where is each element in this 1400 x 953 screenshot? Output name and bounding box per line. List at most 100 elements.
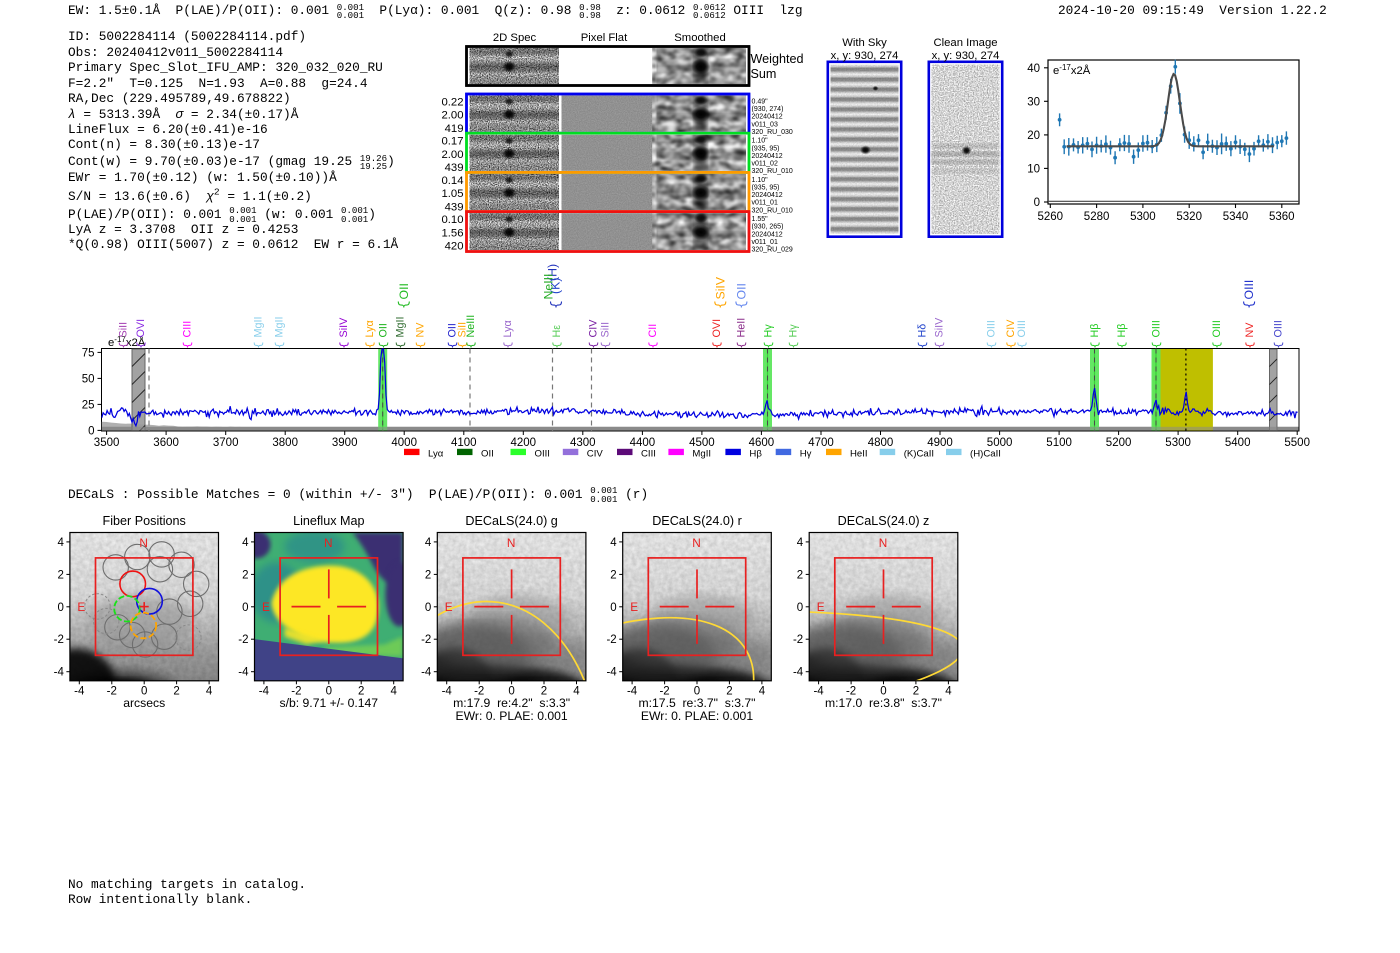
svg-text:NV: NV <box>415 322 427 338</box>
svg-text:OIII: OIII <box>986 320 998 337</box>
svg-text:4: 4 <box>425 537 432 549</box>
svg-text:4000: 4000 <box>391 437 417 449</box>
svg-text:-2: -2 <box>474 686 484 698</box>
svg-text:4: 4 <box>390 686 397 698</box>
svg-text:-4: -4 <box>627 686 638 698</box>
svg-text:320_RU_029: 320_RU_029 <box>752 247 793 254</box>
svg-text:OII: OII <box>378 323 390 337</box>
svg-text:OII: OII <box>447 323 459 337</box>
svg-text:5500: 5500 <box>1284 437 1310 449</box>
svg-text:2: 2 <box>913 686 919 698</box>
svg-text:5300: 5300 <box>1165 437 1191 449</box>
svg-text:0: 0 <box>508 686 514 698</box>
svg-text:4300: 4300 <box>570 437 596 449</box>
svg-text:Lyα: Lyα <box>364 320 376 337</box>
svg-text:5300: 5300 <box>1130 211 1156 223</box>
svg-text:SiIV: SiIV <box>338 317 350 338</box>
svg-text:E: E <box>630 600 638 614</box>
svg-text:(H): (H) <box>546 264 560 281</box>
svg-text:E: E <box>77 600 85 614</box>
svg-text:0.22: 0.22 <box>442 97 464 109</box>
svg-text:-2: -2 <box>421 634 431 646</box>
svg-text:OII: OII <box>734 283 748 299</box>
svg-text:0: 0 <box>694 686 700 698</box>
svg-text:4: 4 <box>206 686 213 698</box>
svg-text:4400: 4400 <box>630 437 656 449</box>
svg-text:3700: 3700 <box>213 437 239 449</box>
svg-text:40: 40 <box>1027 63 1040 75</box>
svg-text:OIII: OIII <box>1016 320 1028 337</box>
svg-text:-2: -2 <box>54 634 64 646</box>
svg-text:CIII: CIII <box>641 449 656 460</box>
svg-text:0: 0 <box>88 425 94 437</box>
svg-text:-4: -4 <box>813 686 824 698</box>
svg-text:2.00: 2.00 <box>442 110 464 122</box>
svg-text:OVI: OVI <box>135 319 147 338</box>
svg-text:0.49": 0.49" <box>752 99 769 106</box>
svg-text:4800: 4800 <box>868 437 894 449</box>
svg-text:Hβ: Hβ <box>1116 323 1128 337</box>
svg-text:OIII: OIII <box>1242 280 1256 300</box>
svg-text:MgII: MgII <box>274 317 286 338</box>
svg-text:419: 419 <box>445 123 464 135</box>
svg-text:4500: 4500 <box>689 437 715 449</box>
svg-text:439: 439 <box>445 162 464 174</box>
svg-text:20240412: 20240412 <box>752 192 783 199</box>
svg-text:Lyα: Lyα <box>428 449 444 460</box>
svg-text:0: 0 <box>797 602 803 614</box>
svg-text:(930, 274): (930, 274) <box>752 106 784 113</box>
svg-text:OII: OII <box>397 283 411 299</box>
svg-text:0: 0 <box>141 686 147 698</box>
svg-text:CIII: CIII <box>182 321 194 338</box>
svg-text:320_RU_010: 320_RU_010 <box>752 207 793 214</box>
svg-text:HeII: HeII <box>850 449 868 460</box>
svg-text:HeII: HeII <box>736 318 748 338</box>
svg-text:4: 4 <box>242 537 249 549</box>
svg-text:SiIV: SiIV <box>713 276 727 299</box>
svg-text:-2: -2 <box>793 634 803 646</box>
svg-text:5200: 5200 <box>1106 437 1132 449</box>
svg-text:20240412: 20240412 <box>752 153 783 160</box>
svg-text:4100: 4100 <box>451 437 477 449</box>
svg-text:0: 0 <box>425 602 431 614</box>
svg-text:5340: 5340 <box>1223 211 1249 223</box>
svg-text:SiIV: SiIV <box>934 317 946 338</box>
svg-text:2.00: 2.00 <box>442 149 464 161</box>
svg-text:MgII: MgII <box>395 317 407 338</box>
svg-text:CIV: CIV <box>1005 319 1017 338</box>
svg-text:4700: 4700 <box>808 437 834 449</box>
svg-text:Hβ: Hβ <box>1089 323 1101 337</box>
svg-text:(H)CaII: (H)CaII <box>970 449 1001 460</box>
svg-text:0.10: 0.10 <box>442 214 464 226</box>
svg-text:1.05: 1.05 <box>442 188 464 200</box>
svg-text:Lyα: Lyα <box>502 320 514 337</box>
svg-text:50: 50 <box>82 373 95 385</box>
svg-text:3600: 3600 <box>153 437 179 449</box>
svg-text:Hε: Hε <box>551 325 563 338</box>
svg-text:25: 25 <box>82 399 95 411</box>
svg-text:5360: 5360 <box>1269 211 1295 223</box>
svg-text:4: 4 <box>945 686 952 698</box>
svg-text:OIII: OIII <box>1273 320 1285 337</box>
svg-text:SiII: SiII <box>600 322 612 338</box>
svg-text:4: 4 <box>57 537 64 549</box>
svg-text:30: 30 <box>1027 96 1040 108</box>
svg-text:0: 0 <box>1034 197 1040 209</box>
svg-text:N: N <box>324 536 333 550</box>
svg-text:2: 2 <box>242 569 248 581</box>
svg-text:NV: NV <box>1244 322 1256 338</box>
svg-text:OII: OII <box>481 449 494 460</box>
svg-text:(935, 95): (935, 95) <box>752 185 780 192</box>
svg-text:3500: 3500 <box>94 437 120 449</box>
svg-text:-2: -2 <box>659 686 669 698</box>
svg-text:4200: 4200 <box>511 437 537 449</box>
svg-text:4: 4 <box>797 537 804 549</box>
svg-text:-4: -4 <box>54 667 65 679</box>
svg-text:3800: 3800 <box>272 437 298 449</box>
svg-text:CII: CII <box>647 324 659 338</box>
svg-text:v011_01: v011_01 <box>752 200 778 207</box>
svg-text:75: 75 <box>82 347 95 359</box>
svg-text:4: 4 <box>573 686 580 698</box>
svg-text:NeIII: NeIII <box>465 315 477 338</box>
svg-text:(K)CaII: (K)CaII <box>904 449 934 460</box>
